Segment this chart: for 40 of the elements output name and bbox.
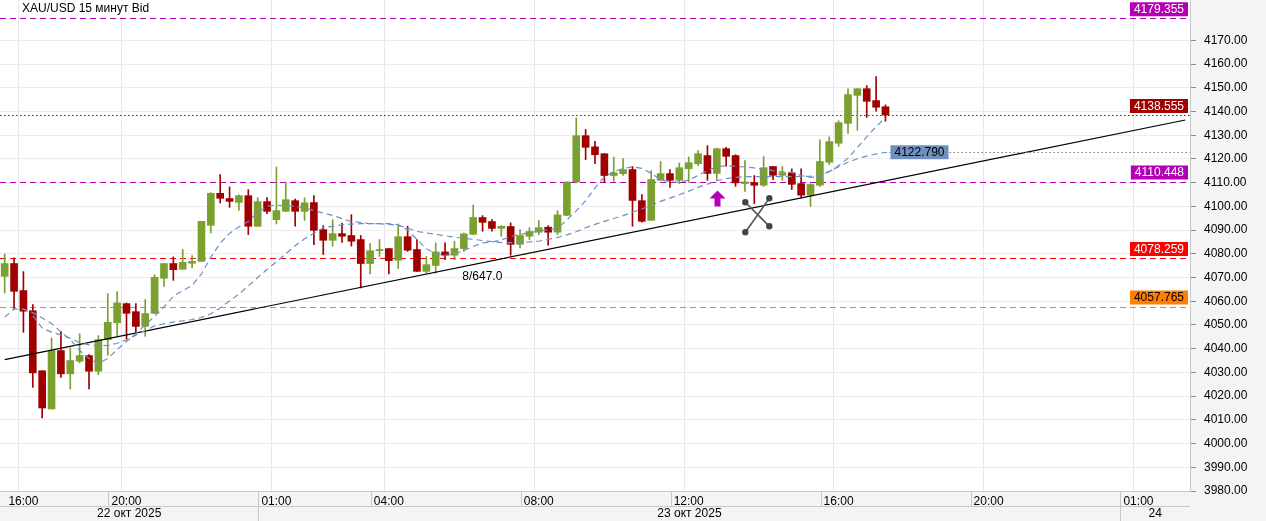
y-tick-label: 4060.00 [1204, 293, 1248, 308]
y-tick-label: 4010.00 [1204, 412, 1248, 427]
y-tick-label: 4120.00 [1204, 151, 1248, 166]
y-tick-label: 4170.00 [1204, 32, 1248, 47]
y-tick-label: 4050.00 [1204, 317, 1248, 332]
text: 24 [1148, 506, 1163, 521]
data-label: 4122.790 [894, 145, 945, 160]
y-tick-label: 3980.00 [1204, 483, 1248, 498]
y-tick-label: 4160.00 [1204, 56, 1248, 71]
y-tick-label: 4080.00 [1204, 246, 1248, 261]
x-tick-label: 01:00 [261, 493, 292, 508]
y-tick-label: 4090.00 [1204, 222, 1248, 237]
y-tick-label: 4110.00 [1204, 174, 1247, 189]
ref-line-label: 4138.555 [1133, 98, 1185, 113]
y-tick-label: 4070.00 [1204, 269, 1248, 284]
y-tick-label: 4020.00 [1204, 388, 1248, 403]
ref-line-label: 4078.259 [1133, 241, 1185, 256]
y-tick-label: 3990.00 [1204, 459, 1248, 474]
ref-line-label: 4110.448 [1134, 165, 1185, 180]
x-tick-label: 08:00 [523, 493, 555, 508]
y-tick-label: 4130.00 [1204, 127, 1248, 142]
text: 22 окт 2025 [97, 506, 162, 521]
x-tick-label: 20:00 [973, 493, 1004, 508]
y-tick-label: 4150.00 [1204, 80, 1248, 95]
x-tick-label: 16:00 [8, 493, 39, 508]
y-tick-label: 4140.00 [1204, 103, 1248, 118]
annotation: 8/647.0 [462, 269, 503, 284]
text: 23 окт 2025 [657, 506, 722, 521]
x-tick-label: 04:00 [373, 493, 405, 508]
chart-title: XAU/USD 15 минут Bid [20, 1, 152, 15]
y-tick-label: 4100.00 [1204, 198, 1248, 213]
y-tick-label: 4040.00 [1204, 340, 1248, 355]
y-tick-label: 4000.00 [1204, 435, 1248, 450]
x-tick-label: 12:00 [673, 493, 705, 508]
ref-line-label: 4179.355 [1133, 1, 1185, 16]
x-tick-label: 20:00 [111, 493, 142, 508]
x-tick-label: 01:00 [1123, 493, 1154, 508]
y-tick-label: 4030.00 [1204, 364, 1248, 379]
ref-line-label: 4057.765 [1133, 290, 1185, 305]
x-tick-label: 16:00 [823, 493, 854, 508]
